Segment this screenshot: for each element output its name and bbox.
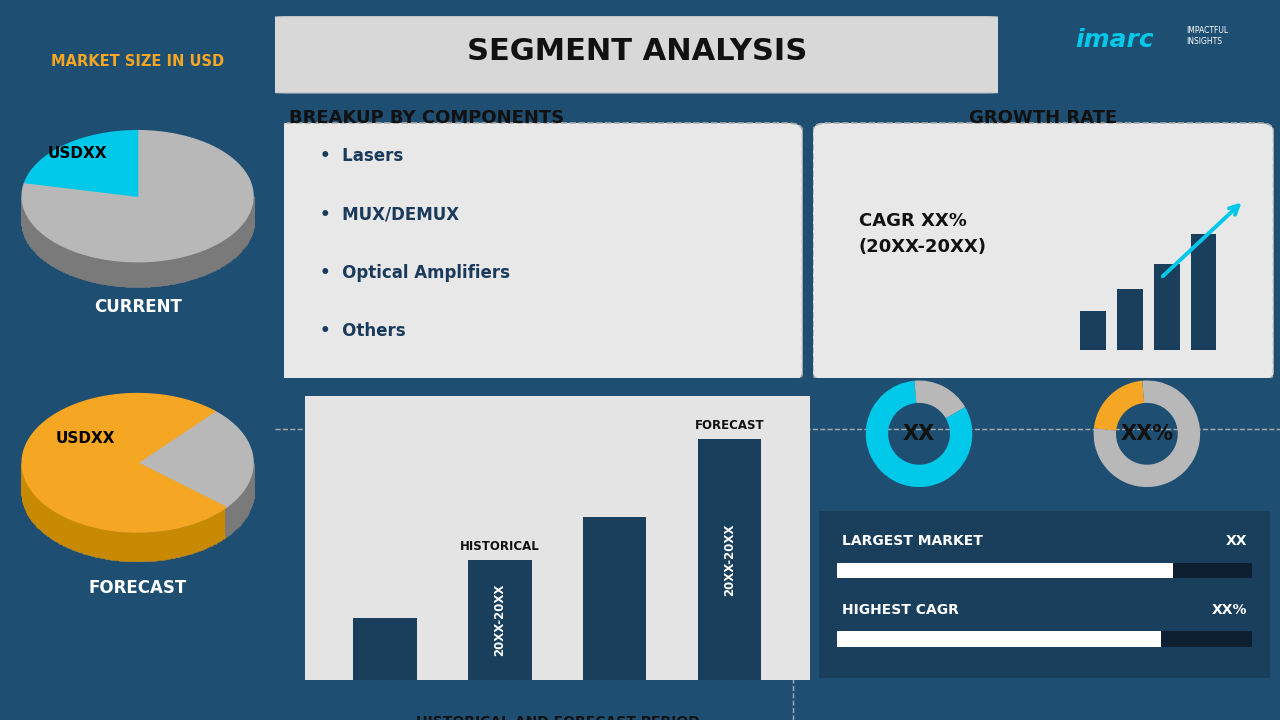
Text: 20XX-20XX: 20XX-20XX	[723, 523, 736, 596]
Text: XX%: XX%	[1212, 603, 1247, 617]
Text: LARGEST MARKET: LARGEST MARKET	[842, 534, 983, 548]
Text: HISTORICAL: HISTORICAL	[460, 540, 540, 553]
Text: imarc: imarc	[1075, 28, 1155, 53]
Text: HISTORICAL AND FORECAST PERIOD: HISTORICAL AND FORECAST PERIOD	[416, 714, 699, 720]
FancyBboxPatch shape	[1190, 234, 1216, 350]
Text: XX: XX	[902, 424, 936, 444]
Bar	[698, 439, 762, 680]
FancyBboxPatch shape	[1117, 289, 1143, 350]
Text: USDXX: USDXX	[55, 431, 115, 446]
Wedge shape	[1094, 381, 1144, 431]
Polygon shape	[22, 130, 253, 261]
Polygon shape	[24, 130, 138, 196]
Wedge shape	[1093, 381, 1201, 487]
Text: CAGR XX%
(20XX-20XX): CAGR XX% (20XX-20XX)	[859, 212, 987, 256]
Wedge shape	[865, 381, 973, 487]
FancyBboxPatch shape	[1153, 264, 1180, 350]
Text: XX: XX	[1226, 534, 1247, 548]
Text: •  MUX/DEMUX: • MUX/DEMUX	[320, 205, 460, 223]
Text: 20XX-20XX: 20XX-20XX	[494, 584, 507, 657]
Text: USDXX: USDXX	[47, 146, 108, 161]
Text: XX%: XX%	[1120, 424, 1174, 444]
FancyBboxPatch shape	[261, 17, 1012, 93]
Bar	[1172, 563, 1252, 578]
Polygon shape	[138, 411, 253, 508]
Text: HIGHEST CAGR: HIGHEST CAGR	[842, 603, 959, 617]
Ellipse shape	[22, 156, 253, 287]
Text: •  Optical Amplifiers: • Optical Amplifiers	[320, 264, 511, 282]
Wedge shape	[914, 381, 965, 418]
Text: •  Others: • Others	[320, 322, 406, 340]
Text: SEGMENT ANALYSIS: SEGMENT ANALYSIS	[467, 37, 806, 66]
Bar	[1161, 631, 1252, 647]
FancyBboxPatch shape	[801, 505, 1280, 685]
Bar	[468, 560, 531, 680]
Text: FORECAST: FORECAST	[88, 579, 187, 597]
Text: BREAKUP BY COMPONENTS: BREAKUP BY COMPONENTS	[289, 109, 564, 127]
FancyBboxPatch shape	[1080, 312, 1106, 350]
Text: FORECAST: FORECAST	[695, 419, 764, 432]
Text: MARKET SIZE IN USD: MARKET SIZE IN USD	[51, 54, 224, 68]
Bar	[353, 618, 417, 680]
FancyBboxPatch shape	[274, 123, 803, 381]
Text: IMPACTFUL
INSIGHTS: IMPACTFUL INSIGHTS	[1187, 26, 1229, 46]
Text: CURRENT: CURRENT	[93, 298, 182, 316]
Bar	[584, 516, 646, 680]
Ellipse shape	[22, 423, 253, 562]
FancyBboxPatch shape	[813, 123, 1274, 381]
Bar	[837, 563, 1252, 578]
Bar	[837, 631, 1252, 647]
Text: GROWTH RATE: GROWTH RATE	[969, 109, 1117, 127]
Text: •  Lasers: • Lasers	[320, 148, 403, 166]
Polygon shape	[22, 394, 227, 532]
